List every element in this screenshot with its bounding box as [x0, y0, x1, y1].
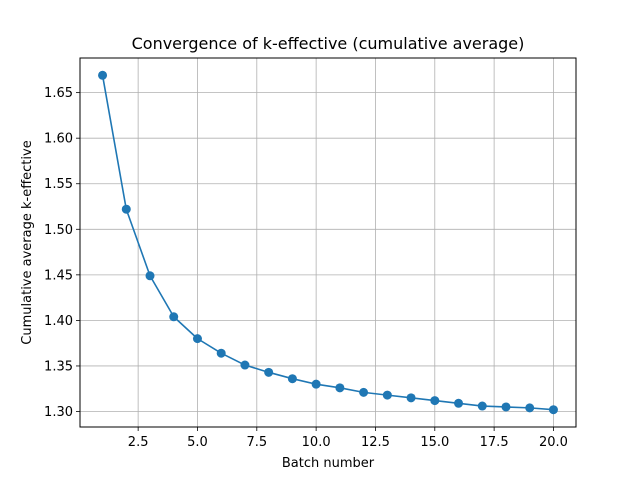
x-axis-label: Batch number: [282, 456, 375, 471]
ticks: 2.5 5.0 7.5 10.0 12.5 15.0 17.5 20.0 1.30 1.35 1.4…: [44, 86, 568, 450]
y-tick-label: 1.55: [44, 177, 73, 192]
x-tick-label: 12.5: [361, 435, 390, 450]
data-point: [525, 403, 535, 413]
data-point: [121, 204, 131, 214]
data-point: [501, 402, 511, 412]
data-point: [454, 398, 464, 408]
data-point: [240, 360, 250, 370]
data-point: [359, 387, 369, 397]
y-tick-label: 1.45: [44, 268, 73, 283]
x-tick-label: 7.5: [246, 435, 267, 450]
data-point: [477, 401, 487, 411]
chart-title: Convergence of k-effective (cumulative a…: [132, 34, 525, 53]
data-point: [548, 405, 558, 415]
data-point: [406, 393, 416, 403]
data-point: [169, 312, 179, 322]
data-point: [311, 379, 321, 389]
data-point: [216, 348, 226, 358]
y-tick-label: 1.60: [44, 132, 73, 147]
x-tick-label: 15.0: [420, 435, 449, 450]
y-axis-label: Cumulative average k-effective: [20, 140, 35, 344]
x-tick-label: 17.5: [480, 435, 509, 450]
data-point: [382, 390, 392, 400]
y-tick-label: 1.50: [44, 223, 73, 238]
plot-frame: [79, 57, 577, 428]
data-point: [145, 271, 155, 281]
grid: [80, 58, 576, 427]
x-tick-label: 20.0: [539, 435, 568, 450]
data-point: [98, 70, 108, 80]
series-layer: [98, 70, 558, 415]
y-tick-label: 1.65: [44, 86, 73, 101]
x-tick-label: 2.5: [128, 435, 149, 450]
y-tick-label: 1.40: [44, 314, 73, 329]
data-point: [430, 396, 440, 406]
data-point: [335, 383, 345, 393]
data-point: [192, 334, 202, 344]
y-tick-label: 1.35: [44, 359, 73, 374]
x-tick-label: 10.0: [302, 435, 331, 450]
data-point: [287, 374, 297, 384]
x-tick-label: 5.0: [187, 435, 208, 450]
data-point: [264, 367, 274, 377]
y-tick-label: 1.30: [44, 405, 73, 420]
